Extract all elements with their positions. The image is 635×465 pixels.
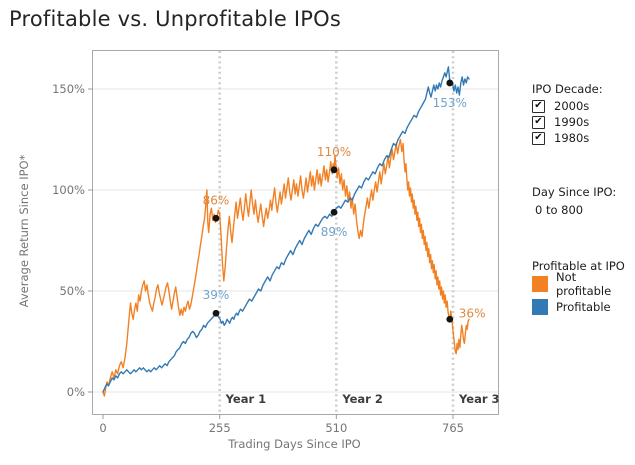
x-tick-label: 765 [442,421,464,435]
decade-option-label: 2000s [554,99,590,113]
y-axis-title: Average Return Since IPO* [17,154,31,308]
legend-item-label: Profitable [556,299,611,314]
legend-item-not-profitable[interactable]: Not profitable [532,270,634,298]
chart-canvas: 0% 50% 100% 150% 0 255 510 765 Year 1 Year 2 Year … [52,51,500,435]
annotation-label: 36% [459,306,486,320]
annotation-label: 39% [203,288,230,302]
decade-option-label: 1980s [554,131,590,145]
annotation-dot[interactable] [446,79,454,87]
legend-swatch [532,298,548,315]
legend-item-label: Not profitable [556,269,612,298]
checkbox-2000s[interactable]: ✔ [532,99,545,113]
legend-title: Profitable at IPO [532,259,625,273]
annotation-dot[interactable] [212,309,220,317]
series-line-not-profitable[interactable] [102,138,470,397]
annotation-dot[interactable] [446,315,454,323]
plot-area: 0% 50% 100% 150% 0 255 510 765 Year 1 Year 2 Year … [52,50,500,435]
decade-option-1990s[interactable]: ✔ 1990s [532,115,589,129]
decade-option-1980s[interactable]: ✔ 1980s [532,131,589,145]
year-marker-label: Year 3 [458,392,500,406]
y-tick-label: 150% [52,82,85,96]
annotation-label: 153% [433,96,467,110]
legend-swatch [532,275,548,292]
decade-filter-label: IPO Decade: [532,82,603,96]
annotation-label: 89% [321,225,348,239]
x-tick-label: 255 [209,421,231,435]
decade-option-2000s[interactable]: ✔ 2000s [532,99,589,113]
y-tick-label: 0% [67,385,85,399]
chart-title: Profitable vs. Unprofitable IPOs [9,7,341,31]
x-tick-label: 510 [325,421,347,435]
year-marker-label: Year 1 [225,392,267,406]
annotation-label: 110% [317,145,351,159]
checkbox-1980s[interactable]: ✔ [532,131,545,145]
legend-item-profitable[interactable]: Profitable [532,298,611,315]
checkbox-1990s[interactable]: ✔ [532,115,545,129]
decade-option-label: 1990s [554,115,590,129]
x-axis-title: Trading Days Since IPO [228,437,361,451]
annotation-dot[interactable] [212,214,220,222]
series-line-profitable[interactable] [102,66,470,393]
y-tick-label: 100% [52,183,85,197]
day-filter-value: 0 to 800 [535,203,584,217]
year-marker-label: Year 2 [341,392,383,406]
annotation-dot[interactable] [330,208,338,216]
x-tick-label: 0 [99,421,106,435]
y-tick-label: 50% [59,284,85,298]
annotation-label: 86% [203,193,230,207]
day-filter-label: Day Since IPO: [532,185,617,199]
annotation-dot[interactable] [330,166,338,174]
